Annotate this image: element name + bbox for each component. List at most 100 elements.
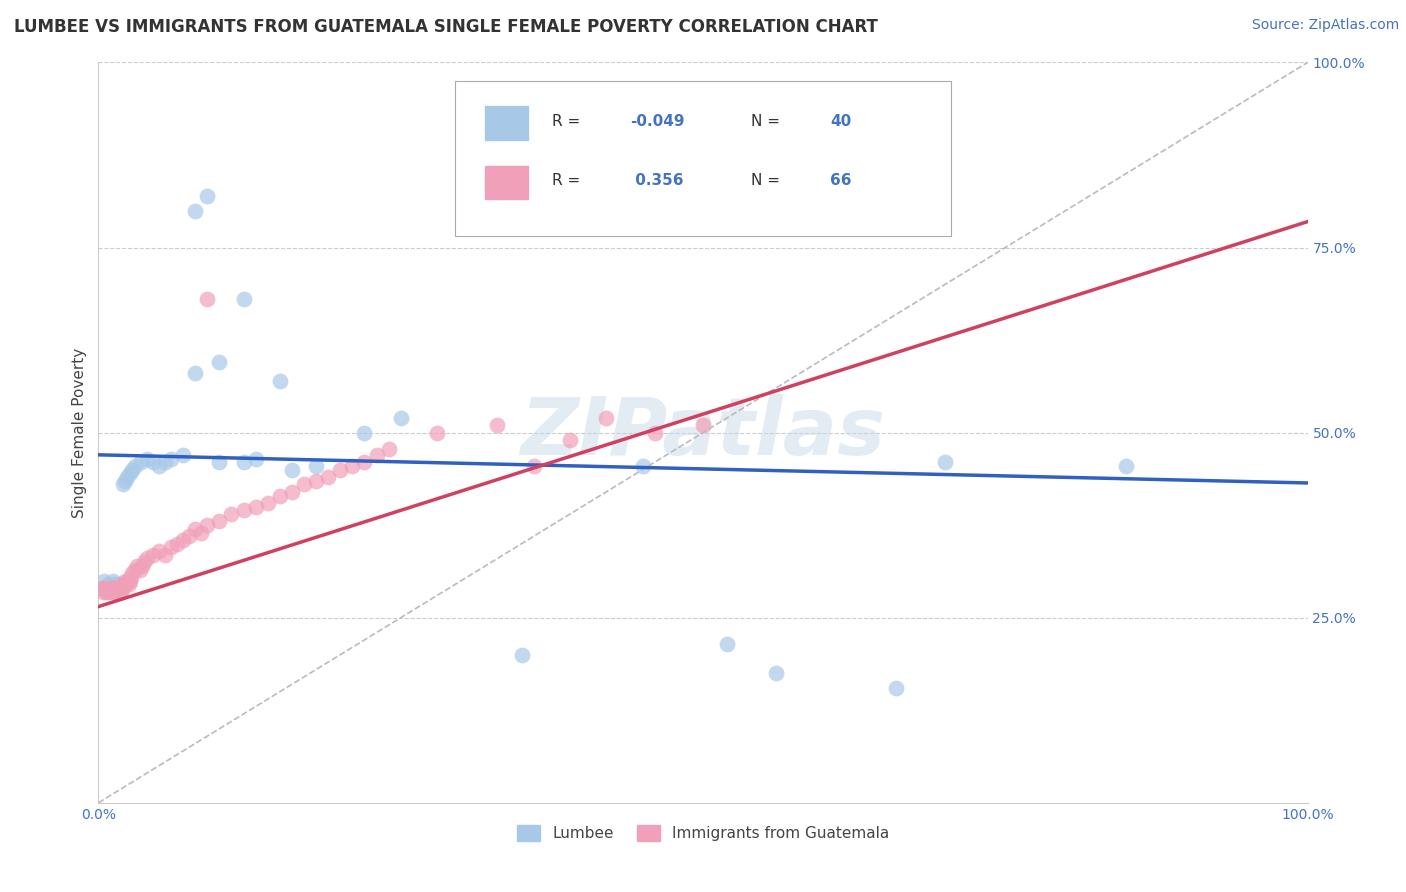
Point [128, 563, 150, 577]
Point [100, 581, 122, 595]
Point [208, 455, 231, 469]
Point [316, 470, 339, 484]
Point [129, 455, 152, 469]
Point [98, 582, 121, 597]
Text: Source: ZipAtlas.com: Source: ZipAtlas.com [1251, 18, 1399, 32]
Point [118, 467, 141, 481]
Point [184, 367, 207, 381]
Point [153, 548, 176, 562]
Point [110, 584, 132, 599]
Point [245, 451, 267, 466]
Text: N =: N = [751, 114, 785, 129]
Point [232, 503, 254, 517]
Point [631, 458, 654, 473]
Point [96, 581, 118, 595]
Legend: Lumbee, Immigrants from Guatemala: Lumbee, Immigrants from Guatemala [510, 819, 896, 847]
Point [377, 442, 399, 456]
Point [148, 544, 170, 558]
Point [1115, 458, 1137, 473]
Point [94, 584, 117, 599]
Point [292, 477, 315, 491]
Point [886, 681, 908, 695]
Point [118, 574, 141, 588]
Point [558, 433, 581, 447]
Point [208, 355, 231, 369]
Point [329, 462, 352, 476]
Point [195, 188, 218, 202]
Point [389, 410, 412, 425]
FancyBboxPatch shape [456, 81, 950, 236]
Text: N =: N = [751, 173, 785, 188]
Point [172, 533, 194, 547]
Point [93, 574, 115, 588]
Point [644, 425, 666, 440]
Bar [485, 166, 527, 200]
Point [595, 410, 617, 425]
Point [107, 581, 129, 595]
Point [91, 584, 114, 599]
Point [353, 425, 375, 440]
Point [245, 500, 267, 514]
Point [120, 570, 142, 584]
Point [523, 458, 546, 473]
Point [112, 577, 135, 591]
Point [486, 418, 509, 433]
Point [353, 455, 375, 469]
Point [101, 574, 124, 588]
Point [91, 581, 114, 595]
Point [124, 458, 146, 473]
Point [342, 458, 364, 473]
Point [232, 455, 254, 469]
Point [208, 515, 231, 529]
Point [269, 374, 291, 388]
Point [107, 581, 129, 595]
Point [934, 455, 956, 469]
Point [121, 566, 143, 581]
Point [121, 462, 143, 476]
Point [160, 541, 183, 555]
Text: ZIPatlas: ZIPatlas [520, 393, 886, 472]
Point [160, 451, 183, 466]
Point [104, 577, 127, 591]
Point [426, 425, 449, 440]
Point [135, 551, 157, 566]
Text: LUMBEE VS IMMIGRANTS FROM GUATEMALA SINGLE FEMALE POVERTY CORRELATION CHART: LUMBEE VS IMMIGRANTS FROM GUATEMALA SING… [14, 18, 877, 36]
Point [195, 518, 218, 533]
Point [232, 293, 254, 307]
Text: 0.356: 0.356 [630, 173, 683, 188]
Point [100, 584, 122, 599]
Point [111, 477, 134, 491]
Point [366, 448, 388, 462]
Point [108, 577, 131, 591]
Point [153, 455, 176, 469]
Point [124, 563, 146, 577]
Point [305, 474, 328, 488]
Text: 40: 40 [830, 114, 851, 129]
Point [115, 577, 138, 591]
Text: -0.049: -0.049 [630, 114, 685, 129]
Point [195, 293, 218, 307]
Text: R =: R = [551, 173, 585, 188]
Point [114, 574, 136, 588]
Point [166, 536, 188, 550]
Y-axis label: Single Female Poverty: Single Female Poverty [72, 348, 87, 517]
Point [114, 474, 136, 488]
Point [111, 581, 134, 595]
Point [135, 451, 157, 466]
Point [97, 584, 120, 599]
Point [184, 522, 207, 536]
Point [305, 458, 328, 473]
Point [281, 484, 304, 499]
Point [142, 548, 165, 562]
Point [281, 462, 304, 476]
Point [108, 584, 131, 599]
Text: 66: 66 [830, 173, 852, 188]
Point [101, 581, 124, 595]
Point [172, 448, 194, 462]
Point [765, 666, 787, 681]
Point [108, 581, 131, 595]
Bar [485, 106, 527, 140]
Point [117, 574, 139, 588]
Point [117, 470, 139, 484]
Point [104, 581, 127, 595]
